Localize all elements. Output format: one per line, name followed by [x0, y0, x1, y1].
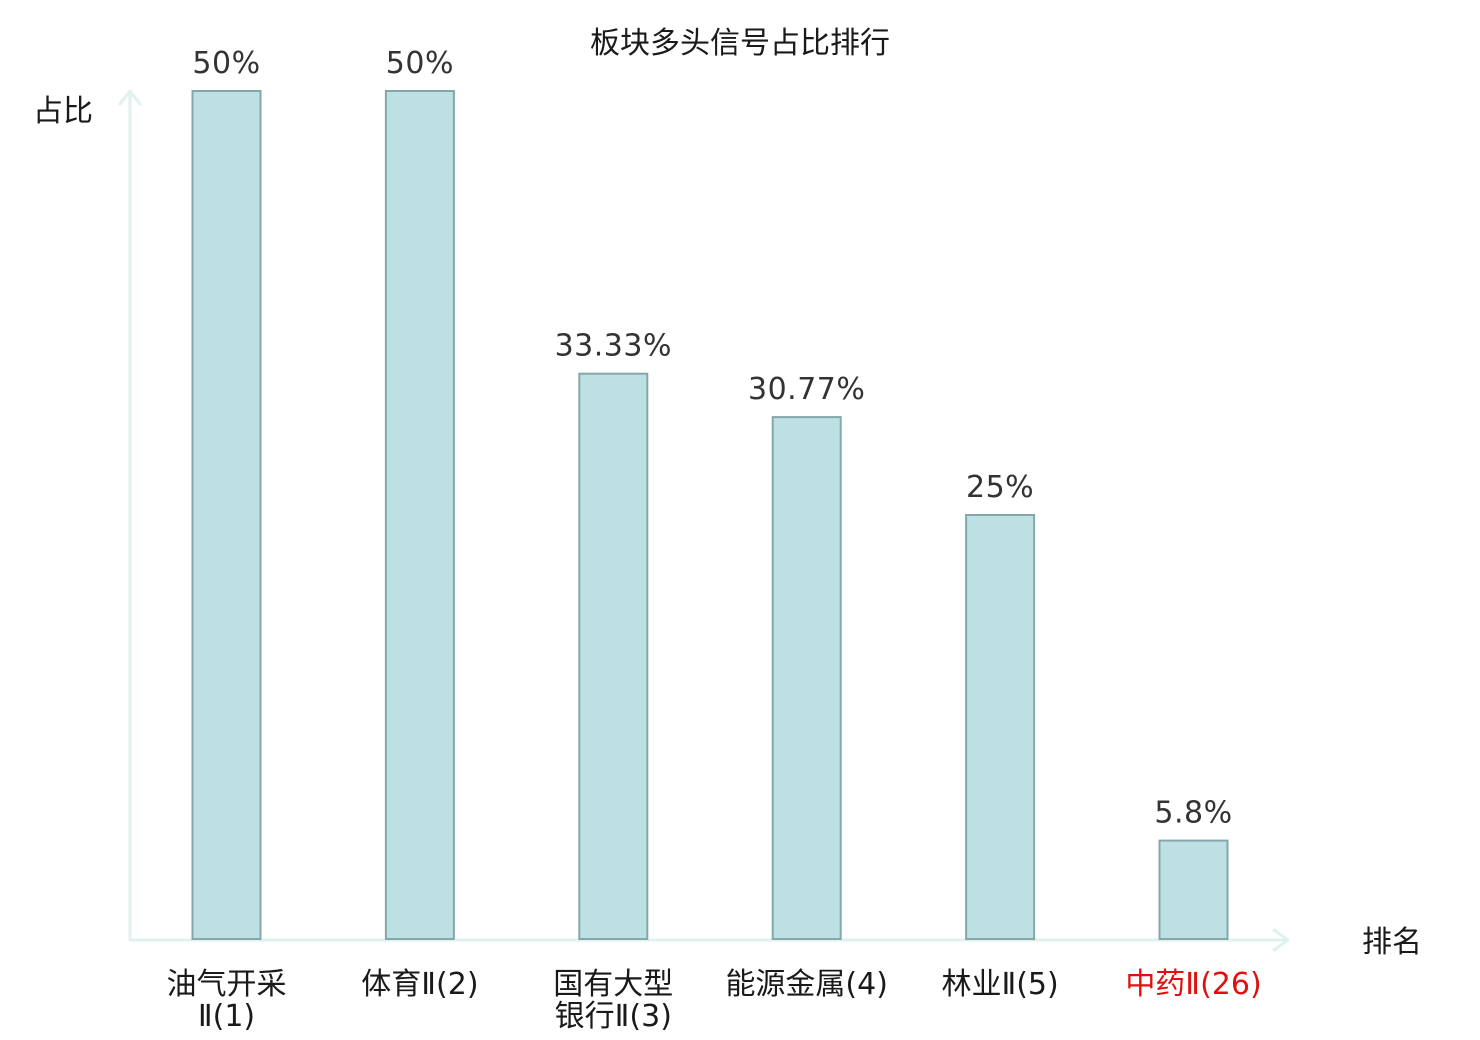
category-label: 中药Ⅱ(26) — [1125, 967, 1261, 1002]
bar — [771, 416, 842, 941]
value-label: 5.8% — [1154, 796, 1232, 831]
bar — [578, 372, 649, 940]
bar — [1158, 839, 1229, 940]
x-axis-line — [128, 928, 1290, 952]
category-label: 银行Ⅱ(3) — [555, 999, 672, 1034]
value-label: 30.77% — [748, 372, 865, 407]
category-label: 油气开采 — [167, 967, 287, 1002]
bar — [191, 90, 262, 940]
category-label: 体育Ⅱ(2) — [361, 967, 478, 1002]
value-label: 25% — [966, 470, 1034, 505]
value-label: 33.33% — [555, 329, 672, 364]
y-axis-label: 占比 — [33, 94, 93, 129]
bar — [965, 514, 1036, 940]
value-label: 50% — [386, 46, 454, 81]
x-axis-label: 排名 — [1362, 925, 1422, 960]
category-label: 能源金属(4) — [725, 967, 888, 1002]
bars-group — [191, 90, 1229, 941]
chart-title: 板块多头信号占比排行 — [590, 26, 890, 61]
value-label: 50% — [192, 46, 260, 81]
value-labels-group: 50% 50% 33.33% 30.77% 25% 5.8% — [192, 46, 1232, 831]
category-label: 国有大型 — [553, 967, 673, 1002]
category-label: 林业Ⅱ(5) — [941, 967, 1058, 1002]
bar — [384, 90, 455, 940]
category-label: Ⅱ(1) — [198, 999, 255, 1034]
axes — [118, 89, 1290, 952]
y-axis-line — [118, 89, 142, 941]
